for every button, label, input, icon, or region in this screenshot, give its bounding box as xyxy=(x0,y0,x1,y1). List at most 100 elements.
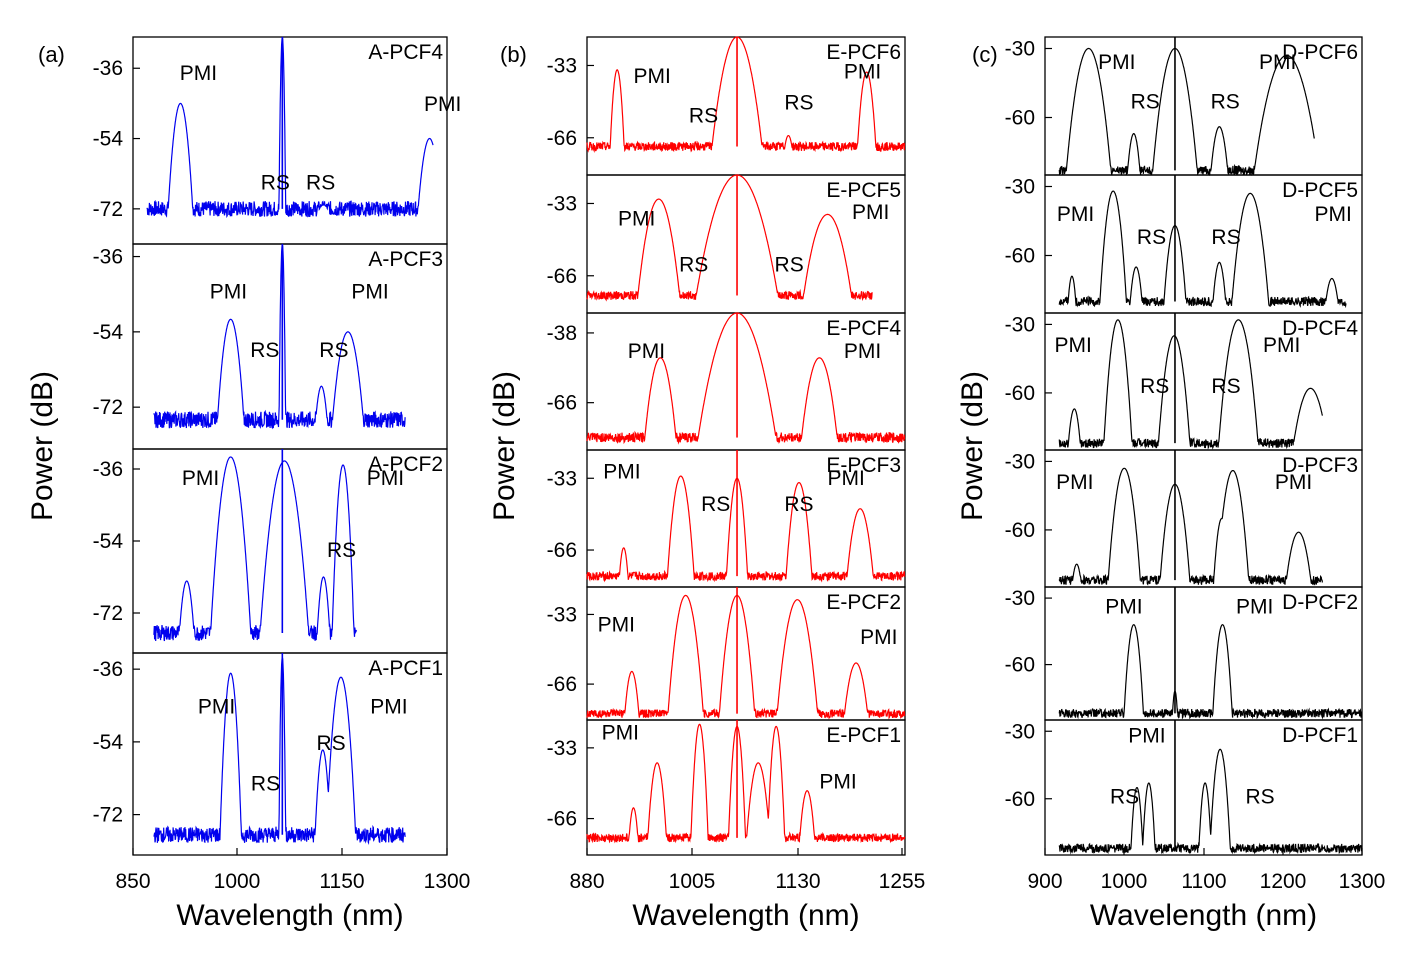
panel-name: A-PCF4 xyxy=(368,41,443,64)
peak-annotation: PMI xyxy=(860,626,897,649)
panel-name: E-PCF6 xyxy=(826,41,901,64)
y-tick-label: -72 xyxy=(93,602,123,625)
peak-annotation: PMI xyxy=(1057,203,1094,226)
spectrum-line xyxy=(1058,47,1315,177)
peak-annotation: PMI xyxy=(633,65,670,88)
x-tick-label: 1300 xyxy=(424,870,471,893)
x-axis-title: Wavelength (nm) xyxy=(632,899,859,932)
y-tick-label: -33 xyxy=(547,54,577,77)
peak-annotation: PMI xyxy=(602,721,639,744)
panel-name: E-PCF4 xyxy=(826,317,901,340)
peak-annotation: RS xyxy=(775,253,804,276)
y-tick-label: -36 xyxy=(93,458,123,481)
y-tick-label: -60 xyxy=(1005,654,1035,677)
panel-name: A-PCF3 xyxy=(368,248,443,271)
spectrum-line xyxy=(153,656,406,846)
peak-annotation: RS xyxy=(1131,90,1160,113)
spectrum-line xyxy=(586,475,906,583)
x-axis-title: Wavelength (nm) xyxy=(1090,899,1317,932)
spectrum-line xyxy=(1058,319,1323,450)
x-tick-label: 1255 xyxy=(879,870,926,893)
peak-annotation: PMI xyxy=(844,340,881,363)
y-tick-label: -36 xyxy=(93,246,123,269)
peak-annotation: RS xyxy=(1110,785,1139,808)
peak-annotation: PMI xyxy=(182,467,219,490)
peak-annotation: PMI xyxy=(1263,334,1300,357)
peak-annotation: PMI xyxy=(852,201,889,224)
panel-name: D-PCF2 xyxy=(1282,591,1358,614)
x-tick-label: 1100 xyxy=(1181,870,1226,893)
y-tick-label: -30 xyxy=(1005,38,1035,61)
y-tick-label: -72 xyxy=(93,396,123,419)
y-axis-title: Power (dB) xyxy=(488,371,521,521)
peak-annotation: RS xyxy=(306,171,335,194)
peak-annotation: PMI xyxy=(1275,471,1312,494)
panel-frame xyxy=(132,652,448,856)
y-tick-label: -66 xyxy=(547,808,577,831)
y-tick-label: -54 xyxy=(93,321,124,344)
y-tick-label: -72 xyxy=(93,198,123,221)
peak-annotation: PMI xyxy=(367,467,404,490)
peak-annotation: RS xyxy=(784,91,813,114)
y-tick-label: -66 xyxy=(547,127,577,150)
peak-annotation: PMI xyxy=(424,93,461,116)
y-tick-label: -38 xyxy=(547,322,577,345)
x-tick-label: 1000 xyxy=(1101,870,1148,893)
peak-annotation: PMI xyxy=(828,467,865,490)
panel-name: E-PCF2 xyxy=(826,591,901,614)
x-tick-label: 880 xyxy=(569,870,604,893)
peak-annotation: RS xyxy=(679,253,708,276)
peak-annotation: RS xyxy=(1211,90,1240,113)
peak-annotation: RS xyxy=(701,493,730,516)
spectrum-line xyxy=(586,594,906,720)
y-tick-label: -60 xyxy=(1005,245,1035,268)
subfigure-tag: (c) xyxy=(972,42,998,67)
y-tick-label: -72 xyxy=(93,804,123,827)
panel-name: E-PCF3 xyxy=(826,454,901,477)
panel-name: A-PCF2 xyxy=(368,453,443,476)
x-tick-label: 1130 xyxy=(775,870,820,893)
peak-annotation: PMI xyxy=(351,280,388,303)
subfigure-tag: (a) xyxy=(38,42,65,67)
panel-name: E-PCF1 xyxy=(826,724,901,747)
spectrum-line xyxy=(1058,624,1363,720)
spectrum-line xyxy=(586,723,906,844)
peak-annotation: PMI xyxy=(1259,51,1296,74)
y-axis-title: Power (dB) xyxy=(26,371,59,521)
peak-annotation: PMI xyxy=(628,340,665,363)
panel-name: D-PCF3 xyxy=(1282,454,1358,477)
peak-annotation: RS xyxy=(784,493,813,516)
spectrum-line xyxy=(1058,748,1363,855)
y-tick-label: -60 xyxy=(1005,788,1035,811)
panel-a-pcf4: -36 -54 -72 A-PCF4 PMI RS RS PMI xyxy=(93,36,461,245)
panel-a-pcf1: -36 -54 -72 A-PCF1 PMI RS RS PMI xyxy=(93,652,448,856)
panel-name: A-PCF1 xyxy=(368,657,443,680)
y-tick-label: -36 xyxy=(93,658,123,681)
peak-annotation: PMI xyxy=(844,61,881,84)
y-tick-label: -33 xyxy=(547,603,577,626)
y-tick-label: -66 xyxy=(547,265,577,288)
panel-a-pcf3: -36 -54 -72 A-PCF3 PMI RS RS PMI xyxy=(93,243,448,450)
panel-e-pcf1: -33 -66 E-PCF1 PMI PMI xyxy=(547,719,906,856)
y-tick-label: -30 xyxy=(1005,587,1035,610)
y-tick-label: -33 xyxy=(547,192,577,215)
peak-annotation: RS xyxy=(250,339,279,362)
x-tick-label: 900 xyxy=(1027,870,1062,893)
y-tick-label: -54 xyxy=(93,731,124,754)
peak-annotation: PMI xyxy=(1056,471,1093,494)
y-tick-label: -30 xyxy=(1005,313,1035,336)
panel-name: D-PCF1 xyxy=(1282,724,1358,747)
peak-annotation: PMI xyxy=(603,460,640,483)
peak-annotation: PMI xyxy=(1314,203,1351,226)
x-tick-label: 850 xyxy=(115,870,150,893)
panel-name: E-PCF5 xyxy=(826,179,901,202)
peak-annotation: PMI xyxy=(1098,51,1135,74)
peak-annotation: PMI xyxy=(1236,596,1273,619)
peak-annotation: RS xyxy=(251,772,280,795)
x-tick-label: 1005 xyxy=(669,870,716,893)
